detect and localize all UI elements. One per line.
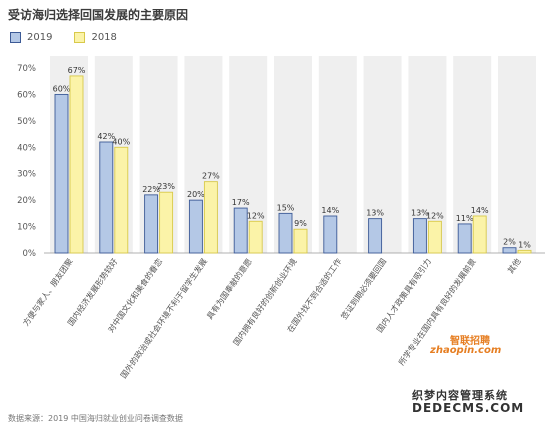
category-label: 国内经济发展形势较好	[65, 256, 119, 327]
bar-2018	[517, 249, 532, 254]
data-label-2018: 1%	[518, 240, 531, 249]
bar-2019	[412, 218, 427, 254]
legend-label-2018: 2018	[91, 32, 117, 43]
legend-swatch-2019	[10, 32, 21, 43]
bar-2018	[159, 191, 174, 254]
data-label-2019: 60%	[53, 84, 71, 93]
data-label-2018: 12%	[247, 211, 265, 220]
watermark-site-url: DEDECMS.COM	[412, 401, 525, 415]
bar-2018	[114, 146, 129, 254]
watermark-site-name: 织梦内容管理系统	[412, 389, 508, 402]
legend-swatch-2018	[74, 32, 86, 43]
y-tick-label: 60%	[17, 90, 36, 100]
data-label-2019: 13%	[366, 209, 384, 218]
y-tick-label: 10%	[17, 223, 36, 233]
legend-label-2019: 2019	[27, 32, 53, 43]
bar-2019	[188, 199, 203, 254]
bar-2018	[427, 220, 442, 254]
data-label-2018: 9%	[294, 219, 307, 228]
bar-2019	[368, 218, 383, 254]
data-label-2019: 13%	[411, 209, 429, 218]
bar-2019	[323, 215, 338, 254]
y-tick-label: 40%	[17, 143, 36, 153]
legend: 2019 2018	[10, 32, 139, 43]
zhaopin-logo: zhaopin.com	[430, 345, 502, 356]
category-label: 签证到期必须要回国	[339, 256, 388, 321]
bar-2018	[293, 228, 308, 254]
data-label-2018: 14%	[471, 206, 489, 215]
y-tick-label: 30%	[17, 170, 36, 180]
bar-2018	[248, 220, 263, 254]
y-tick-label: 20%	[17, 196, 36, 206]
zhaopin-logo-cn: 智联招聘	[450, 336, 490, 347]
category-label: 方便与家人、朋友团聚	[21, 256, 75, 327]
category-label: 其他	[505, 256, 522, 275]
chart-title: 受访海归选择回国发展的主要原因	[8, 8, 189, 22]
bar-2018	[472, 215, 487, 254]
bar-2019	[54, 93, 69, 254]
legend-item-2019: 2019	[10, 32, 52, 43]
bar-2018	[203, 181, 218, 254]
data-label-2019: 15%	[277, 203, 295, 212]
data-label-2019: 14%	[321, 206, 339, 215]
y-tick-label: 50%	[17, 117, 36, 127]
legend-item-2018: 2018	[74, 32, 117, 43]
data-label-2019: 17%	[232, 198, 250, 207]
data-label-2018: 27%	[202, 172, 220, 181]
data-label-2019: 42%	[97, 132, 115, 141]
y-tick-label: 0%	[23, 249, 37, 259]
category-label: 具有为国奉献的意愿	[204, 256, 253, 321]
data-label-2019: 20%	[187, 190, 205, 199]
category-label: 国外的政治或社会环境不利于留学生发展	[118, 256, 209, 380]
bar-2019	[278, 212, 293, 254]
data-label-2018: 12%	[426, 211, 444, 220]
bar-2019	[99, 141, 114, 254]
data-label-2018: 67%	[68, 66, 86, 75]
bar-2018	[69, 75, 84, 254]
y-tick-label: 70%	[17, 64, 36, 74]
data-label-2019: 11%	[456, 214, 474, 223]
bar-2019	[233, 207, 248, 254]
data-label-2018: 40%	[112, 137, 130, 146]
bar-2019	[457, 223, 472, 254]
column-background	[498, 56, 536, 253]
source-note: 数据来源：2019 中国海归就业创业问卷调查数据	[8, 414, 183, 423]
bar-2019	[502, 247, 517, 254]
bar-2019	[144, 194, 159, 254]
data-label-2019: 2%	[503, 238, 516, 247]
data-label-2018: 23%	[157, 182, 175, 191]
data-label-2019: 22%	[142, 185, 160, 194]
